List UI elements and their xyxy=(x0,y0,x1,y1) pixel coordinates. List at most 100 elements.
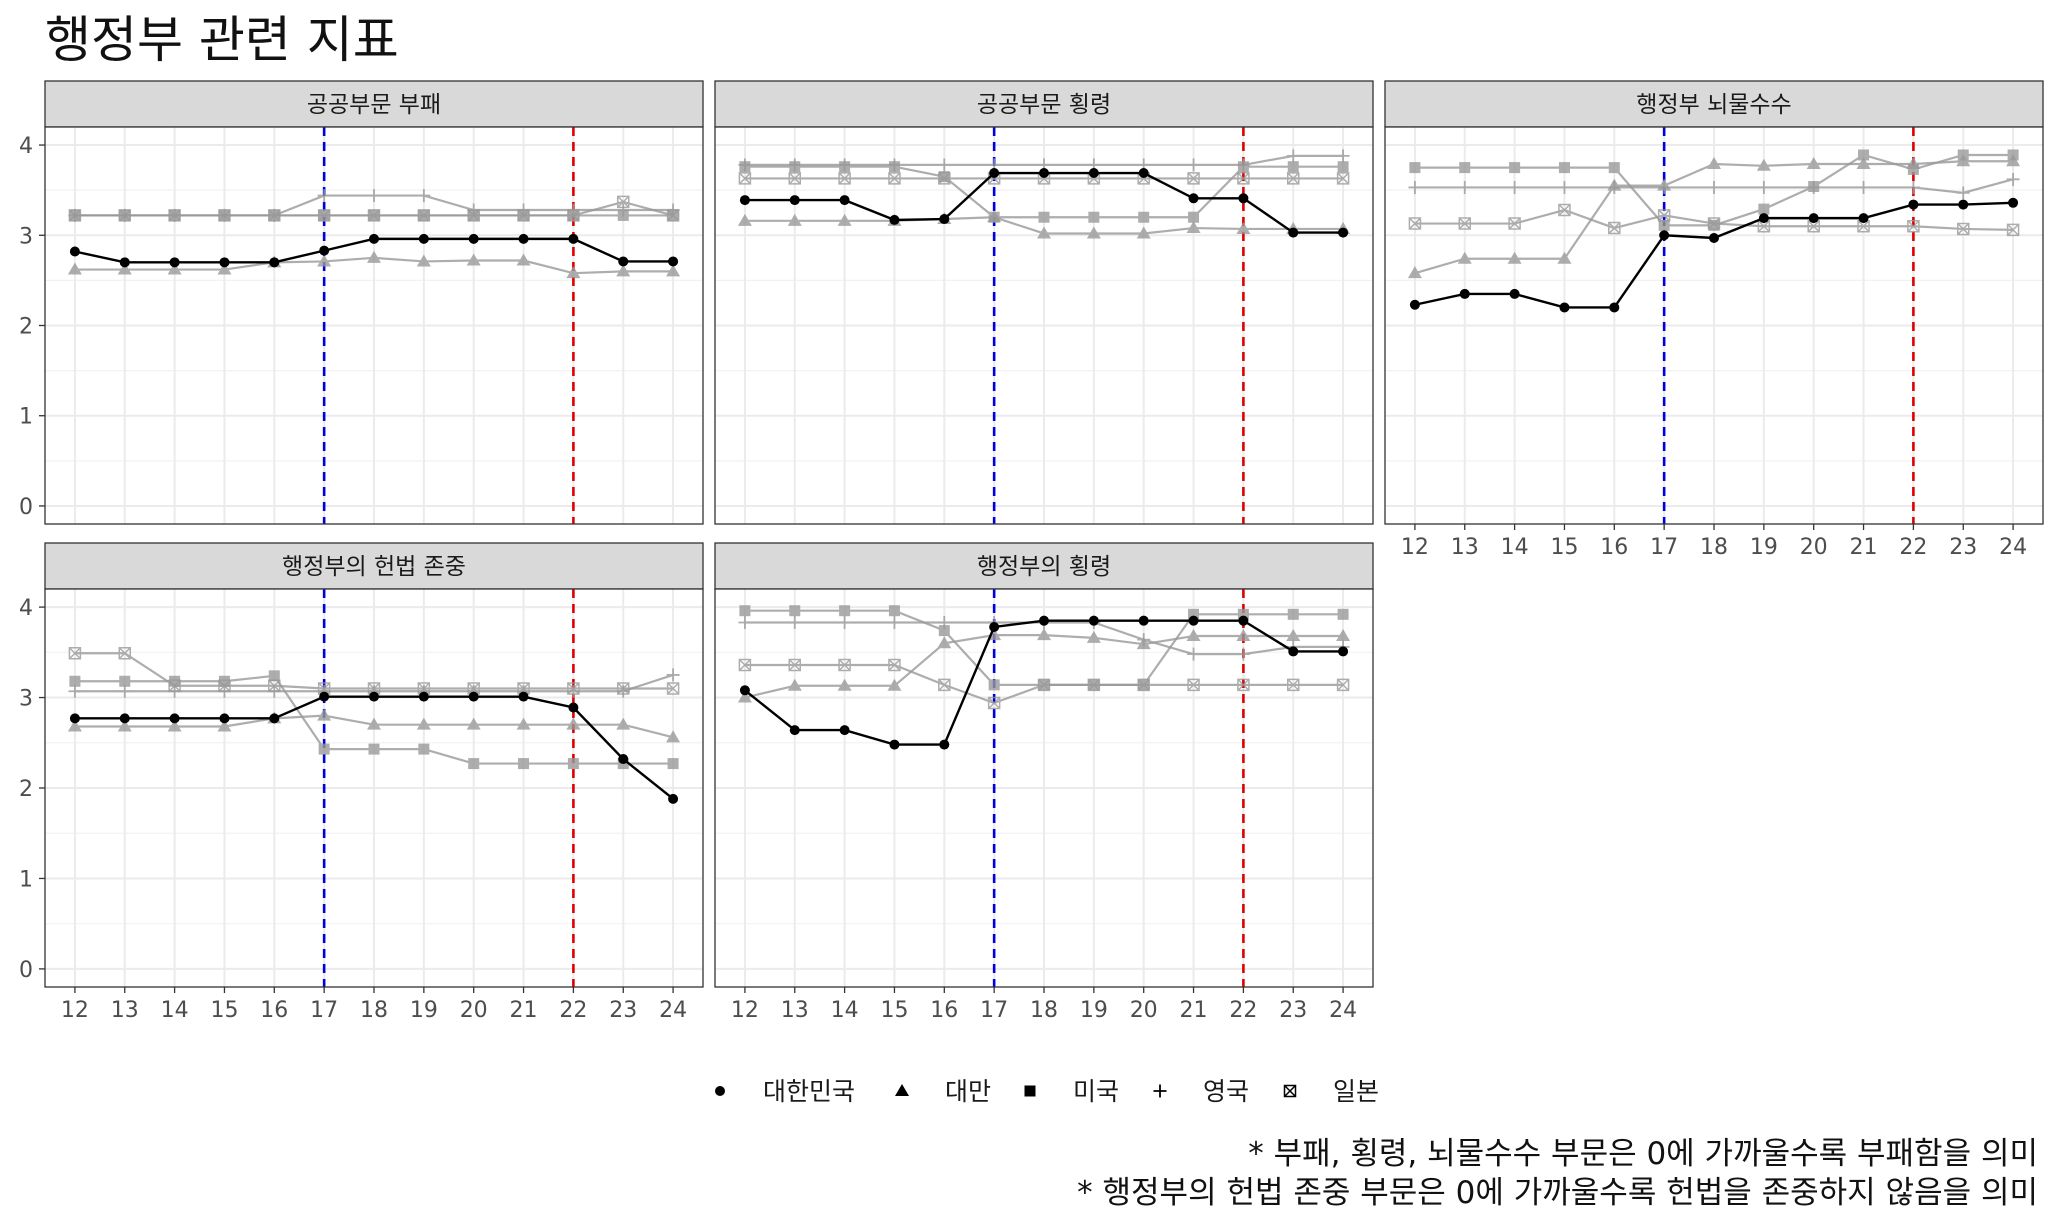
x-tick-label: 15 xyxy=(210,998,238,1023)
series-korea xyxy=(739,615,1349,750)
data-point xyxy=(888,172,901,185)
data-point xyxy=(169,713,180,724)
data-point xyxy=(938,172,951,185)
data-point xyxy=(1558,203,1571,217)
legend-label: 미국 xyxy=(1073,1077,1119,1106)
panel-title: 공공부문 횡령 xyxy=(977,92,1111,118)
data-point xyxy=(1188,193,1199,204)
data-point xyxy=(1138,211,1150,223)
y-tick-label: 2 xyxy=(19,315,33,340)
series-taiwan xyxy=(737,628,1351,703)
data-point xyxy=(616,717,631,730)
data-point xyxy=(566,717,581,730)
data-point xyxy=(317,189,331,203)
data-point xyxy=(1338,227,1349,238)
data-point xyxy=(1708,219,1720,231)
legend: 대한민국 대만 미국 영국 일본 xyxy=(715,1077,1379,1106)
x-tick-label: 19 xyxy=(1080,998,1108,1023)
data-point xyxy=(268,679,281,693)
panel: 공공부문 부패 0 1 2 3 4 xyxy=(19,80,704,525)
data-point xyxy=(1187,678,1200,692)
data-point xyxy=(1956,222,1970,236)
data-point xyxy=(1237,678,1250,692)
data-point xyxy=(1037,678,1051,692)
data-point xyxy=(1037,226,1051,239)
data-point xyxy=(1187,172,1200,185)
data-point xyxy=(218,209,231,222)
data-point xyxy=(616,195,630,209)
panel-title: 행정부의 헌법 존중 xyxy=(282,554,466,580)
x-tick-label: 23 xyxy=(1949,535,1977,560)
data-point xyxy=(888,605,900,617)
series-korea xyxy=(1409,197,2019,313)
data-point xyxy=(788,658,802,672)
data-point xyxy=(69,713,80,724)
data-point xyxy=(937,158,951,172)
data-point xyxy=(219,257,230,268)
data-point xyxy=(739,195,750,206)
y-tick-label: 0 xyxy=(19,495,33,520)
data-point xyxy=(789,725,800,736)
data-point xyxy=(367,209,381,222)
x-tick-label: 14 xyxy=(1501,535,1529,560)
panel-border xyxy=(714,126,1374,525)
panel-strip xyxy=(714,80,1374,128)
data-point xyxy=(119,713,130,724)
data-point xyxy=(1409,162,1421,174)
data-point xyxy=(518,691,529,702)
data-point xyxy=(1908,199,1919,210)
data-point xyxy=(616,264,631,277)
y-tick-label: 2 xyxy=(19,777,33,802)
series-japan xyxy=(738,172,1350,185)
data-point xyxy=(1039,615,1049,626)
data-point xyxy=(369,233,379,244)
series-uk xyxy=(1408,172,2020,200)
data-point xyxy=(1039,168,1049,179)
data-point xyxy=(269,713,280,724)
data-point xyxy=(1657,209,1671,222)
x-tick-label: 21 xyxy=(510,998,538,1023)
data-point xyxy=(988,211,1000,223)
data-point xyxy=(616,682,630,695)
data-point xyxy=(1336,629,1351,642)
data-point xyxy=(1806,156,1821,169)
data-point xyxy=(1757,180,1771,194)
x-tick-label: 20 xyxy=(1130,998,1158,1023)
data-point xyxy=(1608,162,1620,174)
data-point xyxy=(68,684,82,698)
data-point xyxy=(518,758,530,770)
data-point xyxy=(169,257,180,268)
series-japan xyxy=(68,646,680,695)
data-point xyxy=(618,256,629,267)
data-point xyxy=(417,189,431,203)
legend-item-korea: 대한민국 xyxy=(715,1077,855,1106)
data-point xyxy=(887,678,902,691)
data-point xyxy=(367,682,381,695)
x-tick-label: 12 xyxy=(61,998,89,1023)
data-point xyxy=(737,213,752,226)
data-point xyxy=(1336,149,1350,163)
data-point xyxy=(1087,678,1101,692)
data-point xyxy=(1907,163,1919,175)
data-point xyxy=(418,691,429,702)
caption-line-1: * 부패, 횡령, 뇌물수수 부문은 0에 가까울수록 부패함을 의미 xyxy=(1248,1136,2038,1172)
x-tick-label: 15 xyxy=(880,998,908,1023)
data-point xyxy=(837,213,852,226)
data-point xyxy=(1509,162,1521,174)
x-tick-label: 12 xyxy=(731,998,759,1023)
data-point xyxy=(368,743,380,755)
data-point xyxy=(1957,149,1969,161)
data-point xyxy=(318,743,330,755)
data-point xyxy=(1088,211,1100,223)
data-point xyxy=(268,670,280,682)
series-taiwan xyxy=(67,250,681,279)
data-point xyxy=(789,195,800,206)
data-point xyxy=(516,253,531,266)
data-point xyxy=(666,730,681,743)
data-point xyxy=(1337,608,1349,620)
data-point xyxy=(317,209,331,222)
data-point xyxy=(739,685,750,696)
data-point xyxy=(1188,211,1200,223)
data-point xyxy=(1758,203,1770,215)
data-point xyxy=(888,658,901,672)
